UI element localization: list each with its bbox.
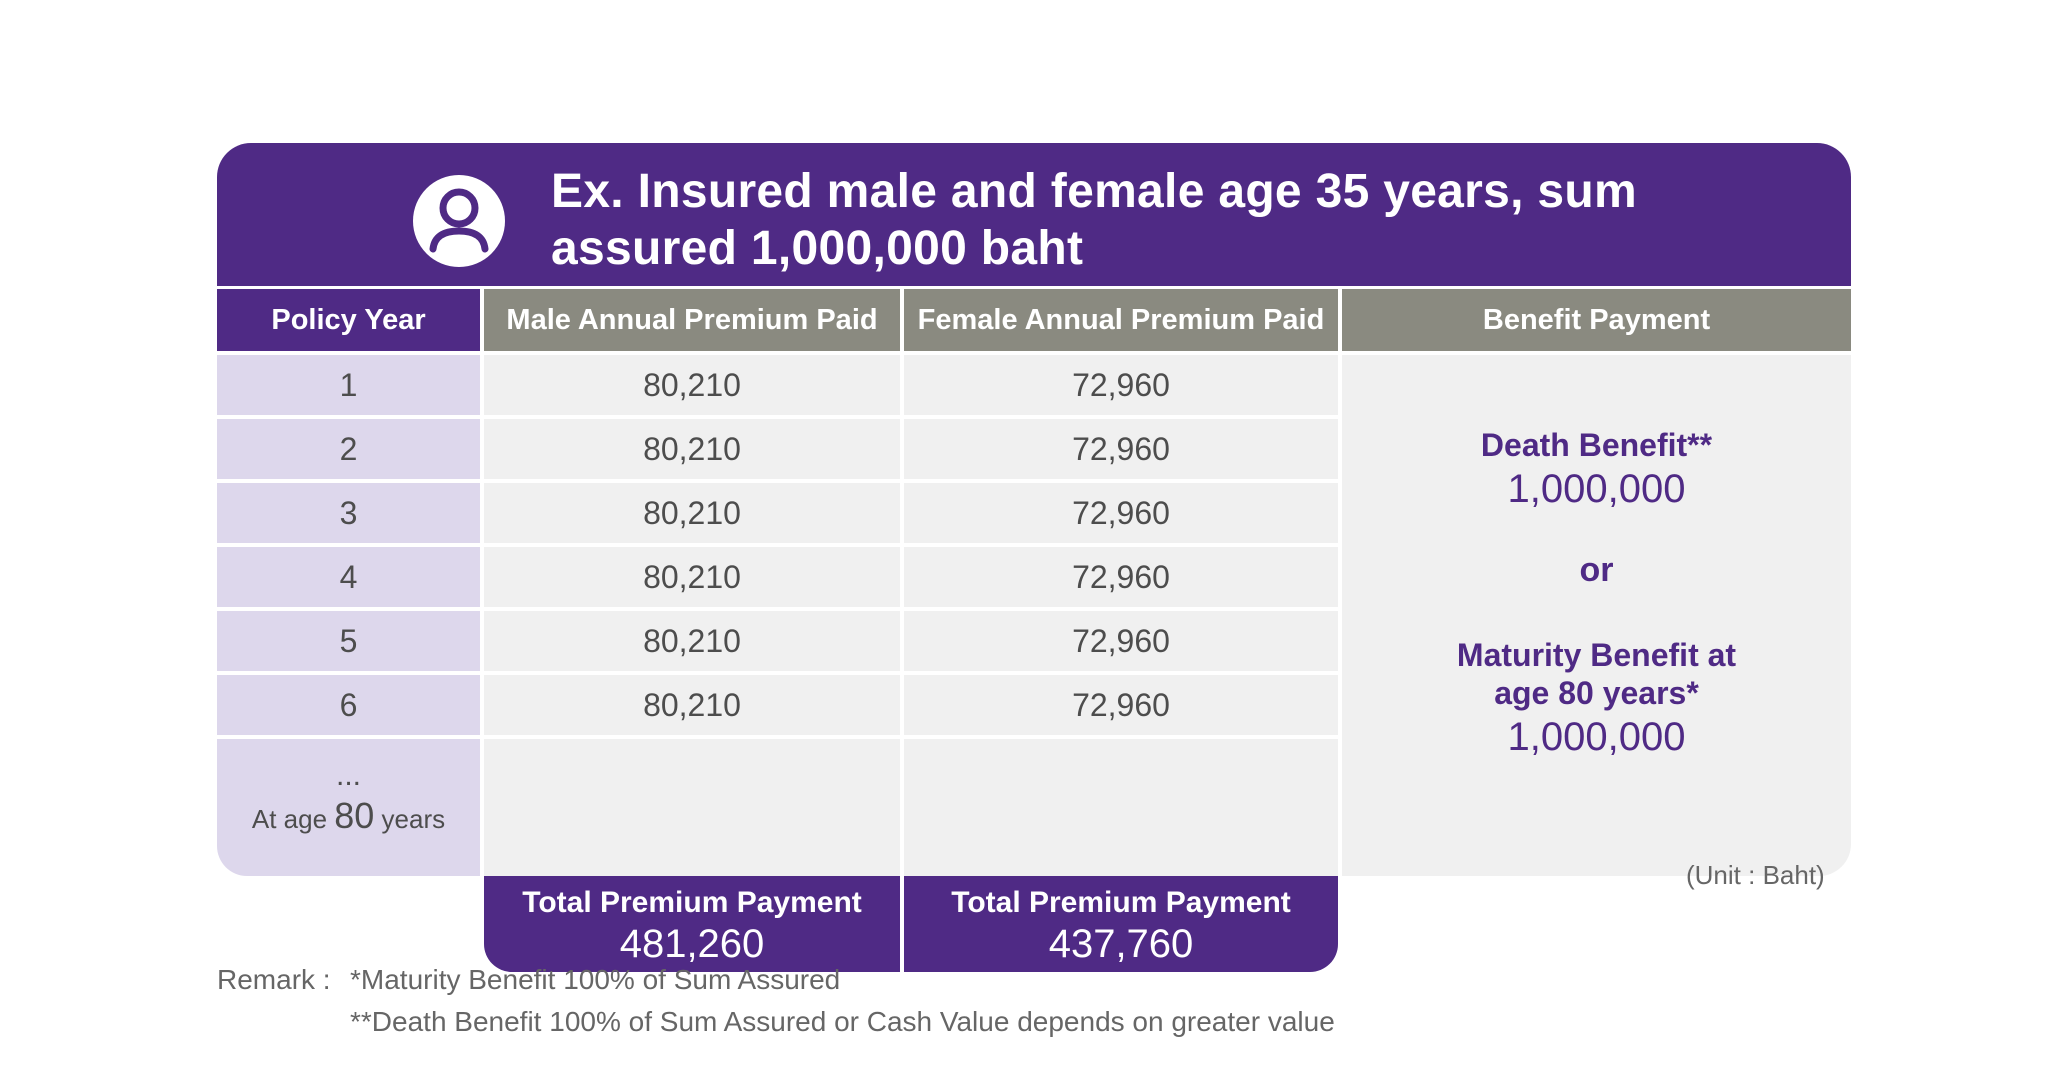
table-cell-blank: [484, 739, 900, 876]
total-premium-male-label: Total Premium Payment: [522, 886, 862, 919]
table-row-year: 1: [217, 355, 480, 415]
column-header-male-premium: Male Annual Premium Paid: [484, 289, 900, 351]
table-cell-blank: [904, 739, 1338, 876]
column-header-policy-year: Policy Year: [217, 289, 480, 351]
column-header-female-premium: Female Annual Premium Paid: [904, 289, 1338, 351]
death-benefit-value: 1,000,000: [1507, 467, 1686, 511]
ellipsis: ...: [335, 759, 361, 792]
maturity-benefit-label-age: age 80 years*: [1494, 675, 1699, 711]
table-row-final-age: ... At age 80 years: [217, 739, 480, 876]
death-benefit-label: Death Benefit**: [1480, 427, 1713, 463]
table-cell-female: 72,960: [904, 675, 1338, 735]
table-cell-male: 80,210: [484, 419, 900, 479]
table-cell-male: 80,210: [484, 547, 900, 607]
table-row-year: 2: [217, 419, 480, 479]
table-cell-female: 72,960: [904, 547, 1338, 607]
benefit-or-text: or: [1579, 551, 1614, 589]
remark-prefix: Remark :: [217, 964, 331, 995]
remark-line-2: **Death Benefit 100% of Sum Assured or C…: [350, 1006, 1335, 1037]
total-premium-female-value: 437,760: [1048, 922, 1194, 966]
table-cell-male: 80,210: [484, 483, 900, 543]
table-cell-male: 80,210: [484, 675, 900, 735]
table-row-year: 3: [217, 483, 480, 543]
card-title: Ex. Insured male and female age 35 years…: [551, 165, 1638, 275]
benefit-payment-box: Death Benefit** 1,000,000 or Maturity Be…: [1342, 355, 1851, 876]
total-premium-male: Total Premium Payment 481,260: [484, 876, 900, 972]
card-header: Ex. Insured male and female age 35 years…: [217, 143, 1851, 286]
total-premium-female: Total Premium Payment 437,760: [904, 876, 1338, 972]
maturity-benefit-label: Maturity Benefit at: [1456, 637, 1737, 673]
total-premium-male-value: 481,260: [619, 922, 765, 966]
table-cell-male: 80,210: [484, 355, 900, 415]
table-cell-female: 72,960: [904, 483, 1338, 543]
total-premium-female-label: Total Premium Payment: [951, 886, 1291, 919]
column-header-benefit-payment: Benefit Payment: [1342, 289, 1851, 351]
unit-note: (Unit : Baht): [1686, 860, 1825, 890]
table-cell-female: 72,960: [904, 355, 1338, 415]
table-row-year: 4: [217, 547, 480, 607]
maturity-benefit-value: 1,000,000: [1507, 715, 1686, 759]
table-cell-female: 72,960: [904, 611, 1338, 671]
remark-line-1: *Maturity Benefit 100% of Sum Assured: [350, 964, 841, 995]
final-age-label: At age 80 years: [251, 795, 446, 836]
table-cell-male: 80,210: [484, 611, 900, 671]
user-avatar-icon: [413, 175, 505, 267]
table-cell-female: 72,960: [904, 419, 1338, 479]
table-row-year: 5: [217, 611, 480, 671]
final-age-value: 80: [334, 795, 375, 836]
table-row-year: 6: [217, 675, 480, 735]
